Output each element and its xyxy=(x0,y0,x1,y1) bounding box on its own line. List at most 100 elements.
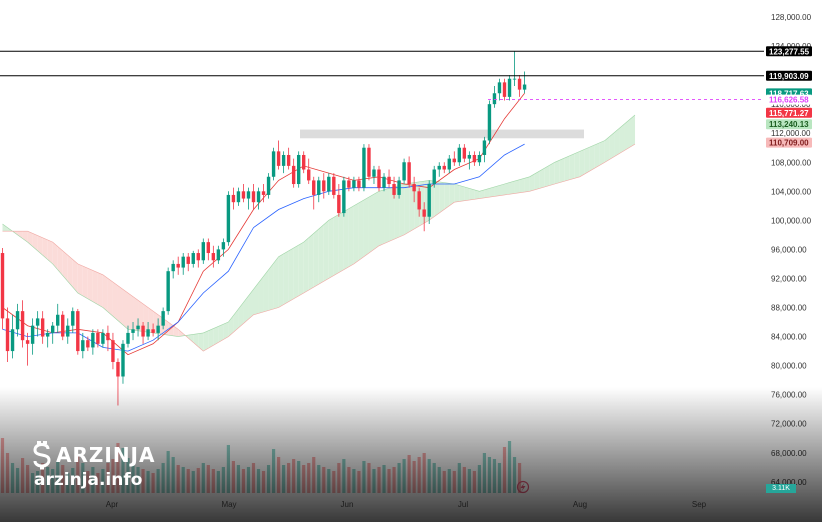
volume-bar xyxy=(307,463,311,493)
candle-body xyxy=(171,263,175,272)
candle-body xyxy=(402,162,406,181)
cloud-segment xyxy=(263,269,269,312)
cloud-segment xyxy=(17,231,23,239)
y-tick-label: 112,000.00 xyxy=(771,129,811,138)
cloud-segment xyxy=(148,307,154,333)
cloud-segment xyxy=(384,188,390,244)
candle-body xyxy=(477,154,482,163)
cloud-segment xyxy=(368,194,374,254)
volume-bar xyxy=(507,441,512,493)
candle-body xyxy=(71,311,75,326)
volume-bar xyxy=(216,471,220,493)
candle-body xyxy=(231,194,236,203)
candle-body xyxy=(322,180,326,192)
candle-body xyxy=(176,263,180,268)
candle-body xyxy=(407,162,411,185)
candle-body xyxy=(111,340,115,362)
price-tag-label: 118,717.63 xyxy=(769,89,809,98)
cloud-segment xyxy=(112,282,118,321)
candle xyxy=(266,173,271,199)
candle xyxy=(86,336,90,352)
candle-body xyxy=(81,340,85,352)
candle-body xyxy=(35,318,40,326)
candle xyxy=(522,71,527,94)
x-tick-label: Aug xyxy=(573,500,587,509)
volume-bar xyxy=(347,467,351,493)
cloud-segment xyxy=(248,289,254,320)
candle xyxy=(126,325,130,348)
volume-bar xyxy=(76,455,80,493)
volume-bar xyxy=(512,457,517,493)
candle xyxy=(231,187,236,210)
candle xyxy=(256,187,261,210)
price-tag-label: 119,903.09 xyxy=(769,72,809,81)
cloud-segment xyxy=(499,184,505,196)
candle xyxy=(291,158,296,188)
candle-body xyxy=(256,191,261,203)
y-tick-label: 88,000.00 xyxy=(771,304,807,313)
x-tick-label: Apr xyxy=(106,500,119,509)
volume-bar xyxy=(432,463,436,493)
candle xyxy=(477,151,482,166)
candle xyxy=(111,332,115,370)
volume-bar xyxy=(15,468,20,493)
span-b-line xyxy=(2,143,636,352)
candle xyxy=(362,144,366,192)
cloud-segment xyxy=(178,329,184,337)
volume-bar xyxy=(352,469,356,493)
candle xyxy=(422,202,426,232)
candle-body xyxy=(146,329,150,337)
volume-bar xyxy=(171,457,175,493)
candle-body xyxy=(412,184,416,192)
candle xyxy=(246,187,251,210)
price-tag-label: 113,240.13 xyxy=(769,120,809,129)
price-tag-bg xyxy=(766,119,812,130)
candle-body xyxy=(166,271,170,312)
volume-bar xyxy=(412,461,416,493)
y-tick-label: 104,000.00 xyxy=(771,187,812,196)
candle xyxy=(226,191,231,246)
cloud-segment xyxy=(609,131,615,160)
cloud-segment xyxy=(62,250,68,282)
cloud-segment xyxy=(303,237,309,293)
candle xyxy=(517,75,522,97)
candle xyxy=(276,140,281,170)
candle-body xyxy=(332,176,336,195)
volume-bar xyxy=(442,471,446,493)
candle-body xyxy=(121,343,125,377)
volume-bar xyxy=(161,463,165,493)
cloud-segment xyxy=(363,197,369,257)
volume-bar xyxy=(367,463,371,493)
cloud-segment xyxy=(469,188,475,201)
candle xyxy=(512,51,517,86)
candle xyxy=(201,238,205,264)
volume-bar xyxy=(357,471,361,493)
cloud-segment xyxy=(77,263,83,296)
candle-body xyxy=(126,332,130,344)
cloud-segment xyxy=(454,184,460,203)
cloud-segment xyxy=(233,308,239,333)
x-tick-label: Jun xyxy=(341,500,354,509)
candle-body xyxy=(226,194,231,243)
price-tag: 116,626.58 xyxy=(766,94,812,105)
volume-bar xyxy=(31,473,35,493)
volume-bar xyxy=(342,459,346,493)
volume-bar xyxy=(201,463,205,493)
cloud-segment xyxy=(298,242,304,296)
volume-bar xyxy=(337,463,341,493)
candle-body xyxy=(56,314,60,326)
volume-bar xyxy=(417,457,421,493)
volume-bar xyxy=(81,463,85,493)
cloud-segment xyxy=(619,123,625,154)
volume-bar xyxy=(266,465,271,493)
volume-bar xyxy=(5,453,10,493)
cloud-segment xyxy=(72,259,78,293)
candle xyxy=(457,144,462,166)
x-tick-label: Jul xyxy=(458,500,468,509)
candle-body xyxy=(337,194,341,214)
cloud-segment xyxy=(218,324,224,343)
y-tick-label: 92,000.00 xyxy=(771,274,807,283)
volume-bar xyxy=(377,467,381,493)
volume-bar xyxy=(156,469,160,493)
candle-body xyxy=(442,165,446,170)
